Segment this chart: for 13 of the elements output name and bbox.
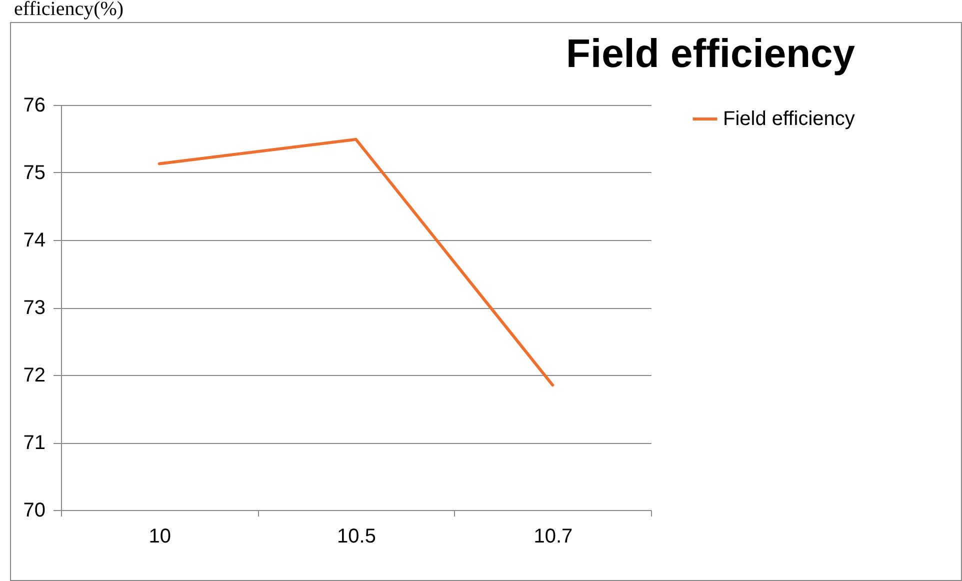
chart-title: Field efficiency (566, 32, 856, 76)
y-tick-label: 76 (23, 94, 46, 116)
legend-label: Field efficiency (723, 108, 855, 130)
y-tick-label: 71 (23, 432, 46, 454)
x-tick-label: 10 (148, 526, 171, 548)
y-tick-label: 70 (23, 500, 46, 522)
y-tick-label: 72 (23, 364, 46, 386)
x-tick-label: 10.7 (534, 526, 573, 548)
y-tick-label: 74 (23, 230, 46, 252)
x-tick-label: 10.5 (337, 526, 376, 548)
y-tick-label: 75 (23, 162, 46, 184)
text: efficiency(%) (14, 0, 124, 21)
y-tick-label: 73 (23, 297, 46, 319)
